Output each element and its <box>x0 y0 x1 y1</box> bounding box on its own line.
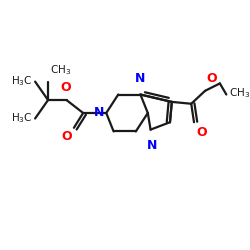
Text: CH$_3$: CH$_3$ <box>50 63 71 77</box>
Text: H$_3$C: H$_3$C <box>11 75 32 88</box>
Text: N: N <box>147 139 158 152</box>
Text: O: O <box>206 72 217 85</box>
Text: H$_3$C: H$_3$C <box>11 112 32 126</box>
Text: O: O <box>60 80 71 94</box>
Text: N: N <box>94 106 104 120</box>
Text: N: N <box>135 72 145 85</box>
Text: O: O <box>62 130 72 142</box>
Text: O: O <box>197 126 207 139</box>
Text: CH$_3$: CH$_3$ <box>229 86 250 100</box>
